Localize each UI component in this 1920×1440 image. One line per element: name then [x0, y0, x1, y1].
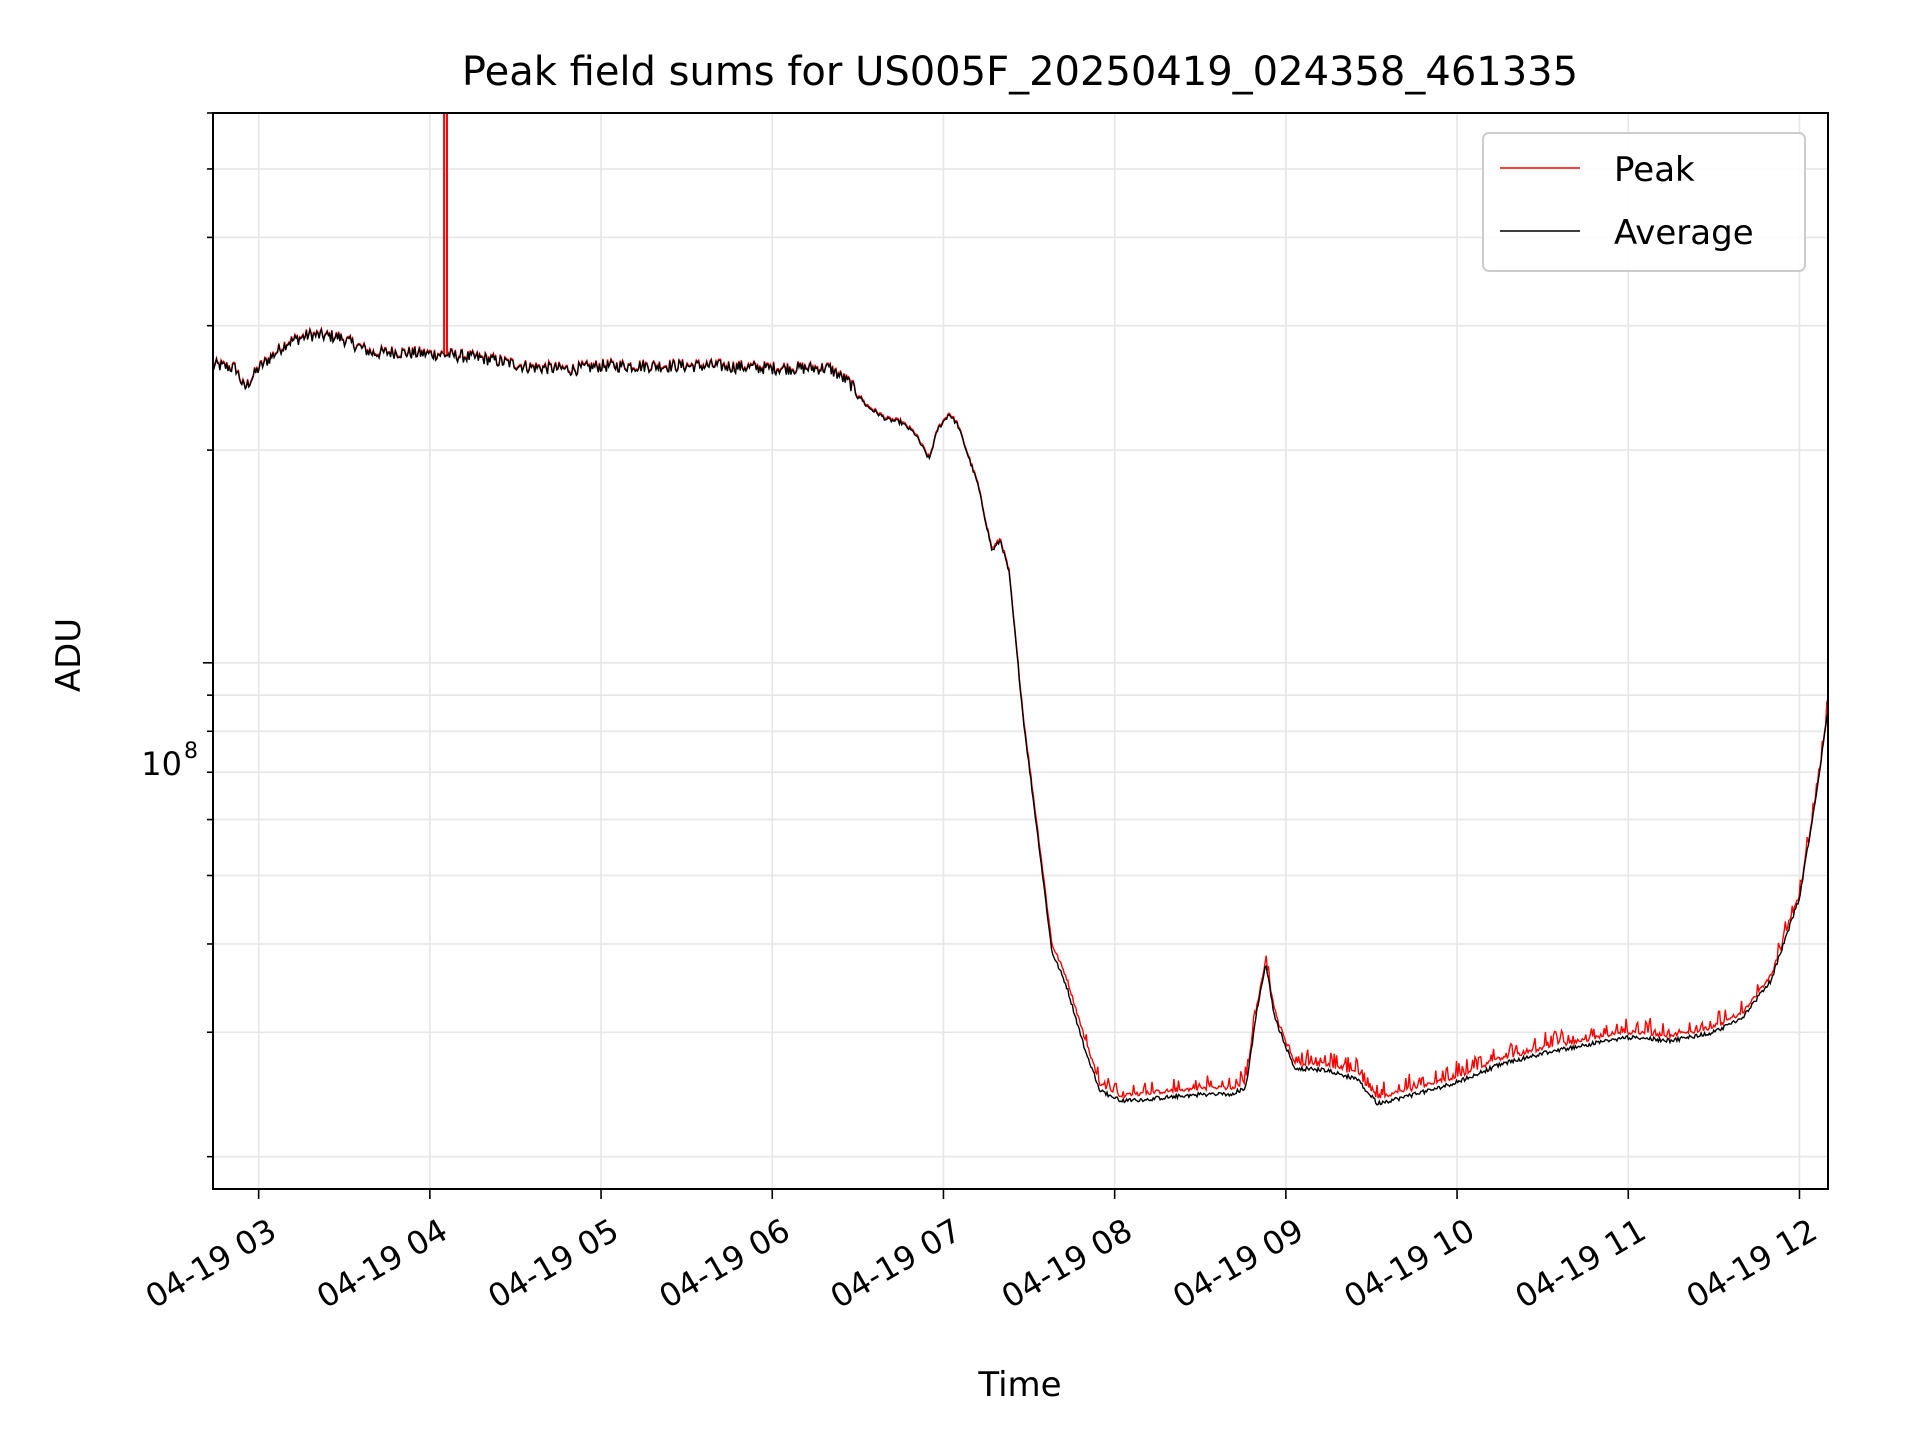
y-tick-major-label: 10 8	[141, 739, 198, 783]
chart-title: Peak field sums for US005F_20250419_0243…	[462, 49, 1578, 95]
legend-label-peak: Peak	[1614, 150, 1695, 190]
x-tick-label: 04-19 04	[310, 1211, 454, 1316]
x-axis-label: Time	[977, 1365, 1061, 1405]
plot-lines	[212, 113, 1829, 1106]
x-tick-label: 04-19 03	[139, 1211, 283, 1316]
y-axis-ticks	[203, 112, 213, 1158]
x-axis-ticks: 04-19 03 04-19 04 04-19 05 04-19 06 04-19 07…	[139, 1189, 1823, 1316]
x-tick-label: 04-19 09	[1166, 1211, 1310, 1316]
x-tick-label: 04-19 08	[995, 1211, 1139, 1316]
legend-label-average: Average	[1614, 213, 1754, 253]
x-tick-label: 04-19 11	[1509, 1211, 1653, 1316]
legend: Peak Average	[1482, 132, 1806, 272]
x-tick-label: 04-19 07	[824, 1211, 968, 1316]
x-tick-label: 04-19 10	[1337, 1211, 1481, 1316]
plot-frame	[212, 112, 1829, 1190]
grid	[213, 112, 1828, 1189]
series-line-average	[212, 327, 1829, 1106]
y-tick-base: 10	[141, 745, 182, 783]
series-line-peak	[212, 326, 1829, 1100]
y-axis-label: ADU	[49, 618, 89, 692]
x-tick-label: 04-19 12	[1680, 1211, 1824, 1316]
x-tick-label: 04-19 05	[481, 1211, 625, 1316]
y-tick-exponent: 8	[184, 739, 198, 764]
x-tick-label: 04-19 06	[653, 1211, 797, 1316]
